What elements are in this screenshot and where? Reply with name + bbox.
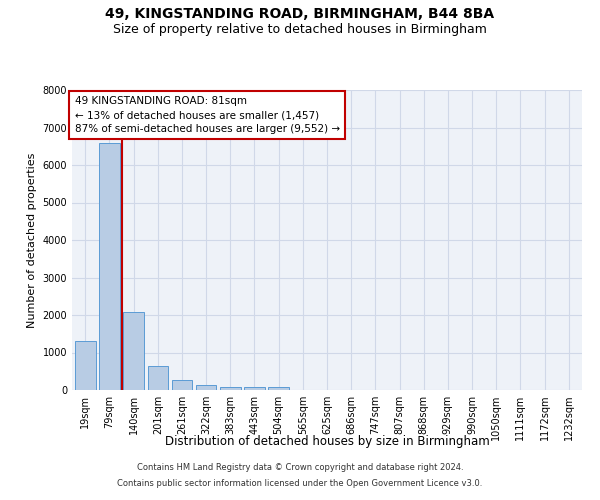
- Text: Size of property relative to detached houses in Birmingham: Size of property relative to detached ho…: [113, 22, 487, 36]
- Bar: [75, 341, 95, 390]
- Bar: [172, 380, 192, 390]
- Text: 49 KINGSTANDING ROAD: 81sqm
← 13% of detached houses are smaller (1,457)
87% of : 49 KINGSTANDING ROAD: 81sqm ← 13% of det…: [74, 96, 340, 134]
- Text: 49, KINGSTANDING ROAD, BIRMINGHAM, B44 8BA: 49, KINGSTANDING ROAD, BIRMINGHAM, B44 8…: [106, 8, 494, 22]
- Bar: [220, 386, 241, 390]
- Bar: [148, 366, 168, 390]
- Y-axis label: Number of detached properties: Number of detached properties: [27, 152, 37, 328]
- Bar: [99, 142, 120, 390]
- Text: Contains HM Land Registry data © Crown copyright and database right 2024.: Contains HM Land Registry data © Crown c…: [137, 464, 463, 472]
- Text: Contains public sector information licensed under the Open Government Licence v3: Contains public sector information licen…: [118, 478, 482, 488]
- Bar: [244, 388, 265, 390]
- Bar: [196, 385, 217, 390]
- Bar: [268, 386, 289, 390]
- Bar: [124, 312, 144, 390]
- Text: Distribution of detached houses by size in Birmingham: Distribution of detached houses by size …: [164, 435, 490, 448]
